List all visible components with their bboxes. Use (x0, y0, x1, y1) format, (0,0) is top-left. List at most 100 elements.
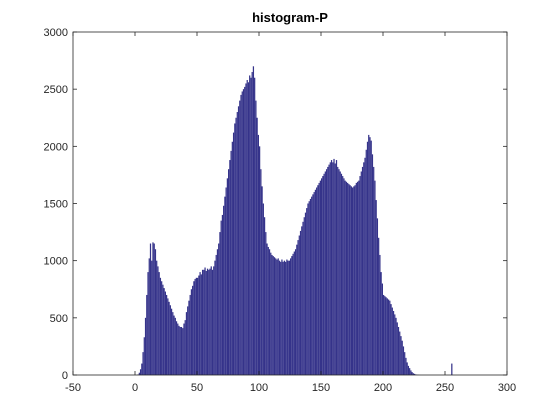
bar (395, 317, 397, 375)
bar (234, 123, 236, 375)
bar (348, 184, 350, 375)
bar (185, 312, 188, 375)
bar (345, 181, 348, 375)
bar (286, 259, 288, 375)
bar (340, 173, 343, 375)
bar (189, 294, 191, 375)
bar (146, 294, 148, 375)
bar (359, 176, 361, 375)
bar (184, 320, 186, 375)
x-tick-label: 250 (436, 382, 454, 394)
bar (139, 369, 142, 375)
bar (188, 300, 190, 375)
bar (259, 146, 261, 375)
bar (210, 266, 212, 375)
bar (277, 258, 279, 375)
bar (369, 137, 371, 375)
bar (335, 160, 338, 375)
bar (226, 178, 228, 375)
bar (278, 260, 281, 375)
bar (298, 235, 300, 375)
bar (353, 186, 355, 375)
y-tick-label: 2500 (44, 84, 68, 96)
bar (256, 117, 258, 375)
bar (180, 326, 183, 375)
bar (414, 373, 416, 375)
bar (390, 304, 392, 375)
bar (287, 260, 289, 375)
bar (209, 268, 211, 375)
bar (358, 180, 360, 375)
bar (211, 269, 214, 375)
bar (313, 192, 315, 375)
bar (371, 154, 374, 375)
bar (314, 189, 317, 375)
bar (364, 157, 366, 375)
y-tick-label: 1000 (44, 256, 68, 268)
bar (220, 220, 222, 375)
bar (177, 323, 179, 375)
bar (249, 75, 251, 376)
bar (229, 160, 231, 375)
bar (307, 203, 309, 375)
bar (302, 221, 304, 375)
bar (349, 185, 351, 375)
bar (342, 176, 344, 375)
bar (206, 268, 209, 375)
bar (397, 326, 400, 375)
bar (218, 243, 220, 375)
bar (275, 258, 277, 375)
bar (409, 368, 411, 375)
bar (404, 352, 406, 375)
bar (285, 261, 287, 375)
bar (159, 277, 162, 375)
bar (394, 314, 396, 375)
bar (329, 162, 331, 375)
bar (297, 240, 299, 375)
bar (158, 272, 160, 375)
bar (304, 212, 307, 375)
bar (327, 166, 329, 375)
y-tick-label: 3000 (44, 27, 68, 39)
bar (412, 373, 414, 375)
bar (166, 294, 168, 375)
bar (282, 261, 284, 375)
bar (378, 237, 380, 375)
bar (201, 269, 204, 375)
bar (270, 252, 272, 375)
bar (250, 77, 252, 375)
bar (296, 244, 298, 375)
bar (205, 270, 207, 375)
bar (366, 141, 369, 375)
bar (215, 254, 217, 375)
bar (224, 196, 226, 375)
bar (254, 77, 256, 375)
bar (266, 243, 268, 375)
bar (235, 117, 237, 375)
bar (292, 253, 294, 375)
y-tick-label: 2000 (44, 141, 68, 153)
x-tick-label: 0 (132, 382, 138, 394)
bar (221, 214, 224, 375)
bar (255, 100, 257, 375)
bar (195, 277, 197, 375)
bar (312, 194, 314, 375)
bar (389, 300, 391, 375)
bar (311, 196, 313, 375)
bar (187, 306, 189, 375)
bar (244, 86, 246, 375)
bar (142, 352, 144, 375)
bar (392, 310, 395, 375)
bar (183, 323, 185, 375)
bar (332, 162, 334, 375)
bar (267, 246, 269, 375)
bar (334, 163, 336, 375)
x-tick-label: 50 (191, 382, 203, 394)
y-tick-label: 1500 (44, 199, 68, 211)
bar (239, 100, 241, 375)
bar (245, 83, 247, 375)
bar (152, 242, 154, 375)
bar (339, 171, 341, 375)
bar (162, 284, 164, 375)
